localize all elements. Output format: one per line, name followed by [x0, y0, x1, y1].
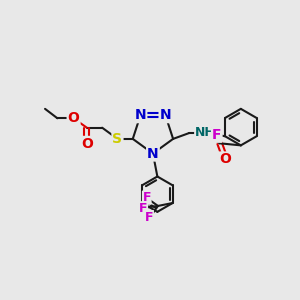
- Text: O: O: [68, 111, 80, 125]
- Text: NH: NH: [195, 127, 216, 140]
- Text: F: F: [212, 128, 221, 142]
- Text: N: N: [160, 108, 171, 122]
- Text: O: O: [81, 137, 93, 151]
- Text: F: F: [139, 202, 148, 215]
- Text: F: F: [145, 211, 153, 224]
- Text: S: S: [112, 132, 122, 146]
- Text: N: N: [147, 146, 159, 161]
- Text: O: O: [220, 152, 232, 167]
- Text: N: N: [135, 108, 146, 122]
- Text: F: F: [142, 191, 151, 204]
